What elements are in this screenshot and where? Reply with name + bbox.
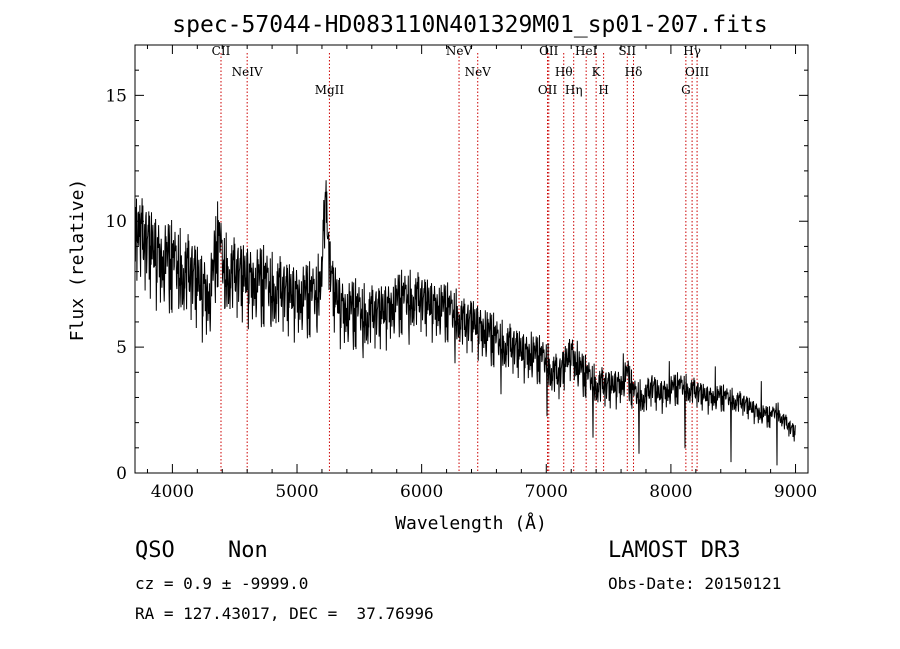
line-label: OIII	[685, 65, 709, 79]
line-label: H	[598, 83, 608, 97]
redshift-cz: cz = 0.9 ± -9999.0	[135, 574, 309, 593]
line-label: G	[681, 83, 691, 97]
line-label: NeV	[465, 65, 492, 79]
x-tick-label: 5000	[275, 482, 318, 502]
line-label: NeIV	[232, 65, 263, 79]
spectral-line-markers	[220, 53, 698, 473]
plot-frame	[134, 44, 809, 474]
x-tick-label: 4000	[151, 482, 194, 502]
x-tick-label: 8000	[649, 482, 692, 502]
line-label: K	[592, 65, 602, 79]
x-axis-label: Wavelength (Å)	[395, 512, 547, 534]
line-label: OII	[539, 44, 559, 58]
x-tick-label: 6000	[400, 482, 443, 502]
line-label: Hδ	[625, 65, 643, 79]
line-label: Hγ	[683, 44, 701, 58]
line-label: Hθ	[555, 65, 573, 79]
x-tick-label: 7000	[525, 482, 568, 502]
chart-title: spec-57044-HD083110N401329M01_sp01-207.f…	[172, 12, 767, 38]
x-axis-ticks: 4000 5000 6000 7000 8000 9000	[146, 45, 817, 502]
y-tick-label: 10	[105, 212, 127, 232]
line-label: Hη	[565, 83, 583, 97]
line-label: CII	[212, 44, 231, 58]
object-class: QSO	[135, 538, 175, 563]
observation-date: Obs-Date: 20150121	[608, 574, 782, 593]
y-axis-ticks: 0 5 10 15	[105, 44, 808, 484]
spectrum-series	[134, 180, 796, 466]
line-label: MgII	[315, 83, 345, 97]
y-tick-label: 0	[116, 464, 127, 484]
object-subclass: Non	[228, 538, 268, 563]
line-label: HeI	[575, 44, 598, 58]
x-tick-label: 9000	[774, 482, 817, 502]
line-label: OII	[538, 83, 558, 97]
coordinates: RA = 127.43017, DEC = 37.76996	[135, 604, 434, 623]
y-tick-label: 5	[116, 338, 127, 358]
y-axis-label: Flux (relative)	[67, 179, 88, 342]
line-label: NeV	[446, 44, 473, 58]
y-tick-label: 15	[105, 86, 127, 106]
line-label: SII	[618, 44, 636, 58]
survey-name: LAMOST DR3	[608, 538, 741, 563]
